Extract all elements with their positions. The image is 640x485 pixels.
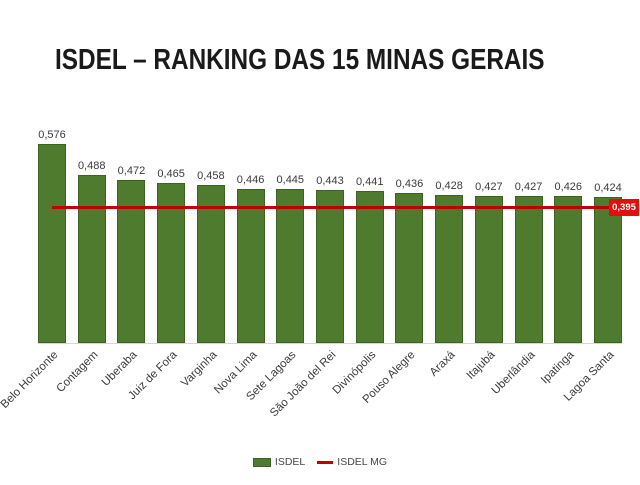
isdel-bar-11 <box>474 196 503 343</box>
bar-value-label: 0,576 <box>38 129 66 141</box>
x-axis-line <box>38 343 622 344</box>
bar-value-label: 0,426 <box>554 181 583 193</box>
legend-entry-isdel-mg: ISDEL MG <box>317 456 387 468</box>
bar-value-label: 0,488 <box>77 160 106 172</box>
isdel-bar-0 <box>38 144 66 343</box>
legend-entry-isdel: ISDEL <box>252 456 306 468</box>
chart-title: ISDEL – RANKING DAS 15 MINAS GERAIS <box>55 44 545 76</box>
bar-value-label: 0,428 <box>435 180 463 192</box>
legend-label-isdel: ISDEL <box>274 456 306 468</box>
bar-value-label: 0,446 <box>236 174 265 186</box>
isdel-mg-line-swatch-icon <box>317 460 334 464</box>
bar-value-label: 0,445 <box>276 174 305 186</box>
isdel-bar-5 <box>236 189 265 343</box>
bar-value-label: 0,436 <box>395 178 424 190</box>
isdel-mg-value-badge: 0,395 <box>609 199 639 216</box>
isdel-bar-14 <box>594 197 622 343</box>
isdel-bar-10 <box>435 195 464 343</box>
isdel-bar-1 <box>77 175 106 343</box>
bar-value-label: 0,441 <box>355 176 384 188</box>
bar-value-label: 0,424 <box>594 182 622 194</box>
chart-legend: ISDEL ISDEL MG <box>0 452 640 472</box>
isdel-bar-3 <box>157 183 186 343</box>
isdel-mg-reference-line <box>52 206 609 209</box>
bar-value-label: 0,472 <box>117 165 146 177</box>
isdel-bar-6 <box>276 189 305 343</box>
isdel-bar-7 <box>316 190 344 343</box>
bar-value-label: 0,458 <box>197 170 225 182</box>
isdel-bar-13 <box>554 196 583 343</box>
legend-label-isdel-mg: ISDEL MG <box>337 456 388 468</box>
bar-value-label: 0,427 <box>475 181 503 193</box>
bar-value-label: 0,465 <box>157 168 185 180</box>
isdel-bar-9 <box>395 193 424 343</box>
bar-value-label: 0,443 <box>316 175 344 187</box>
isdel-bar-8 <box>355 191 384 343</box>
bar-value-label: 0,427 <box>514 181 543 193</box>
isdel-bar-4 <box>196 185 225 343</box>
isdel-bar-2 <box>117 180 146 343</box>
isdel-series-swatch-icon <box>252 457 271 467</box>
isdel-bar-12 <box>514 196 543 343</box>
